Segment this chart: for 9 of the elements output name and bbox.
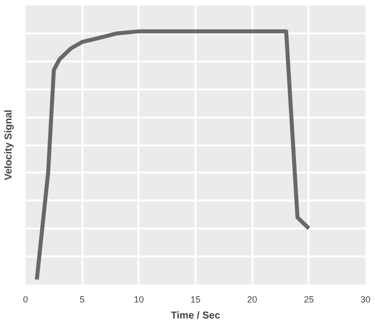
x-tick-label: 0 [22,294,28,304]
x-tick-label: 5 [80,294,85,304]
x-axis-title: Time / Sec [170,310,221,322]
x-tick-label: 15 [190,294,201,304]
x-tick-label: 10 [134,294,144,304]
x-tick-label: 20 [247,294,258,304]
y-axis-title: Velocity Signal [4,109,14,180]
x-tick-label: 30 [360,294,371,304]
x-tick-label: 25 [304,294,314,304]
